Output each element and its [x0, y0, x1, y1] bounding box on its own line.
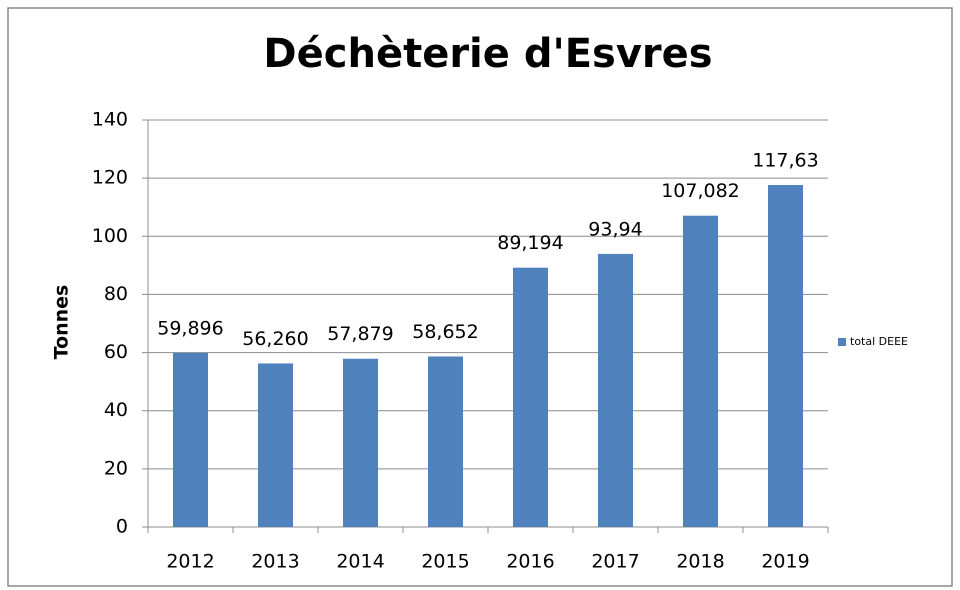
bar: [173, 352, 208, 527]
x-tick-label: 2015: [421, 551, 469, 573]
y-tick-label: 60: [104, 341, 128, 363]
bar: [598, 253, 633, 527]
bar: [258, 363, 293, 527]
y-tick-label: 140: [92, 109, 128, 131]
data-label: 57,879: [327, 323, 393, 345]
data-label: 107,082: [661, 180, 740, 202]
legend-swatch: [838, 338, 846, 346]
y-tick-label: 120: [92, 167, 128, 189]
bar: [428, 356, 463, 527]
x-tick-label: 2017: [591, 551, 639, 573]
y-tick-label: 0: [116, 516, 128, 538]
x-tick-label: 2016: [506, 551, 554, 573]
y-axis-label: Tonnes: [51, 285, 73, 360]
y-tick-label: 80: [104, 283, 128, 305]
bar: [343, 358, 378, 527]
data-label: 93,94: [588, 218, 642, 240]
chart-frame: [7, 7, 953, 587]
data-label: 89,194: [497, 232, 563, 254]
data-label: 117,63: [752, 150, 818, 172]
x-tick-label: 2013: [251, 551, 299, 573]
x-tick-label: 2014: [336, 551, 384, 573]
bar: [683, 215, 718, 527]
y-tick-label: 100: [92, 225, 128, 247]
chart-title: Déchèterie d'Esvres: [263, 31, 712, 77]
y-tick-label: 20: [104, 457, 128, 479]
x-tick-label: 2012: [166, 551, 214, 573]
bar: [513, 267, 548, 527]
data-label: 56,260: [242, 328, 308, 350]
data-label: 59,896: [157, 317, 223, 339]
x-tick-label: 2019: [761, 551, 809, 573]
x-tick-label: 2018: [676, 551, 724, 573]
legend-label: total DEEE: [850, 335, 908, 348]
bar: [768, 185, 803, 528]
y-tick-label: 40: [104, 399, 128, 421]
data-label: 58,652: [412, 321, 478, 343]
